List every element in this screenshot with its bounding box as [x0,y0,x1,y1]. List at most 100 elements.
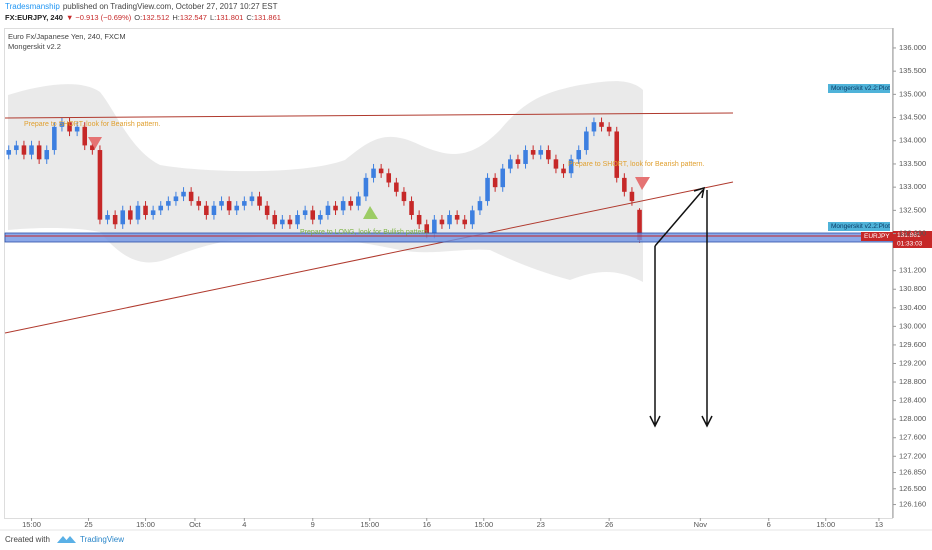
candle-body [599,122,604,127]
candle-body [181,191,186,197]
candle-body [257,196,262,206]
y-tick-label: 126.160 [899,500,926,509]
y-tick-label: 128.400 [899,396,926,405]
candle-body [394,182,399,192]
down-arrow[interactable] [649,246,661,428]
countdown-tag [893,240,932,248]
high-label: H: [172,13,180,22]
candle-body [538,150,544,155]
candle-body [280,219,285,225]
sell-signal [635,177,650,190]
price-tag [893,231,932,240]
y-tick-label: 130.000 [899,321,926,330]
candle-body [272,214,278,225]
y-tick-label: 133.500 [899,159,926,168]
candle-body [120,210,126,225]
annotation: Prepare to SHORT, look for Bearish patte… [24,121,160,128]
y-tick-label: 129.600 [899,340,926,349]
candle-body [128,210,133,220]
candle-body [97,150,103,220]
y-tick-label: 126.500 [899,484,926,493]
price-tag-label: 131.861 [897,232,921,239]
candle-body [340,201,346,211]
y-tick-label: 128.000 [899,414,926,423]
high-value: 132.547 [180,13,207,22]
resistance-line[interactable] [4,112,734,119]
candle-body [447,214,452,225]
candle-body [477,201,483,211]
x-tick-label: 9 [311,520,315,529]
candle-body [295,214,300,225]
author[interactable]: Tradesmanship [5,2,60,11]
candle-body [454,214,460,220]
header-line: Tradesmanship published on TradingView.co… [5,2,278,11]
candle-body [576,150,582,160]
annotation: Prepare to LONG, look for Bullish patter… [300,229,430,236]
y-tick-label: 130.400 [899,303,926,312]
published: published on TradingView.com, October 27… [63,2,278,11]
candle-body [546,150,551,160]
candle-body [401,191,407,202]
candle-body [424,224,430,234]
candle-body [21,145,27,155]
candle-body [158,205,164,211]
candle-body [622,177,627,192]
candle-body [606,126,612,132]
footer-logo [57,536,76,543]
footer-brand[interactable]: TradingView [80,535,124,544]
candle-body [439,219,445,225]
candle-body [508,159,513,169]
open-label: O: [134,13,142,22]
down-arrow[interactable] [701,190,713,428]
footer-created: Created with [5,535,50,544]
symbol-line: FX:EURJPY, 240 ▼ −0.913 (−0.69%) O:132.512 H… [5,13,281,22]
symbol-tag [861,232,893,241]
candle-body [386,173,392,183]
candle-body [492,177,498,188]
candle-body [234,205,240,211]
chart-subtitle: Mongerskit v2.2 [8,42,61,51]
symbol: FX:EURJPY, 240 [5,13,63,22]
trend-line[interactable] [4,181,734,334]
candle-body [485,177,490,202]
support-zone[interactable] [4,232,894,243]
change-arrow: ▼ [66,13,73,22]
symbol-tag-label: EURJPY [864,233,890,240]
candle-body [363,177,369,197]
candle-body [462,219,468,225]
candle-body [561,168,566,174]
candle-body [173,196,179,202]
y-tick-label: 132.000 [899,229,926,238]
y-tick-label: 135.000 [899,89,926,98]
candle-body [530,150,536,155]
y-tick-label: 128.800 [899,377,926,386]
candle-body [409,201,414,215]
candle-body [500,168,506,188]
candle-body [135,205,141,220]
y-tick-label: 127.600 [899,433,926,442]
candle-body [36,145,42,160]
candle-body [211,205,217,215]
candle-body [143,205,148,215]
candle-body [82,126,88,146]
candle-body [196,201,202,206]
chart-title: Euro Fx/Japanese Yen, 240, FXCM [8,32,126,41]
low-value: 131.801 [216,13,243,22]
y-tick-label: 127.200 [899,451,926,460]
candle-body [591,122,597,132]
x-tick-label: 15:00 [360,520,379,529]
plot-tag-label: Mongerskit v2.2:Plot [831,85,890,92]
plot-tag-label: Mongerskit v2.2:Plot [831,223,890,230]
low-label: L: [210,13,216,22]
candle-body [553,159,559,169]
candle-body [568,159,574,174]
up-arrow[interactable] [654,186,705,247]
open-value: 132.512 [142,13,169,22]
candle-body [242,201,247,206]
candle-body [371,168,376,178]
y-tick-label: 134.000 [899,136,926,145]
candle-body [188,191,194,202]
y-tick-label: 136.000 [899,43,926,52]
candle-body [219,201,224,206]
